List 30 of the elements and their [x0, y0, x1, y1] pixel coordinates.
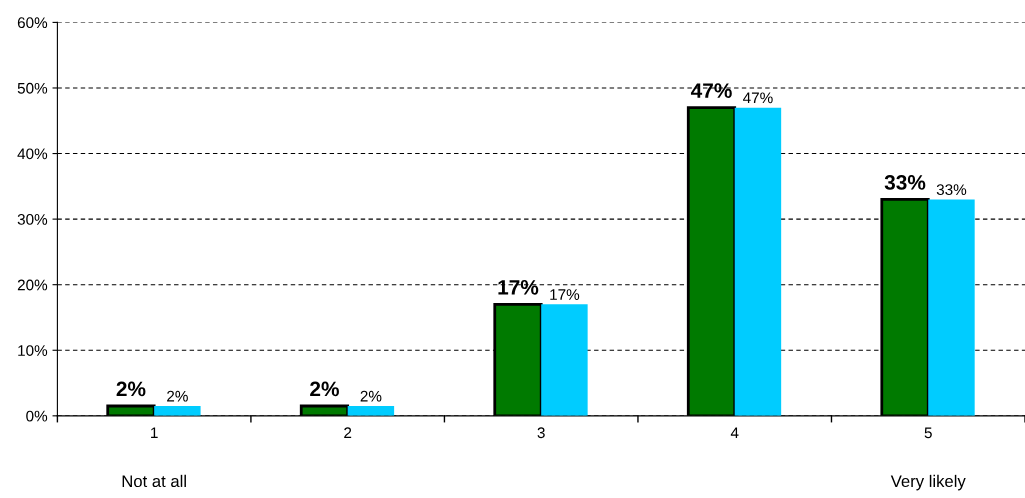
data-label: 2% — [310, 381, 339, 397]
bar — [541, 304, 588, 416]
text: Very likely — [890, 474, 966, 491]
data-label: 17% — [550, 289, 580, 300]
data-label: 33% — [884, 175, 926, 190]
x-tick-label: 1 — [151, 427, 158, 439]
y-tick-label: 10% — [18, 345, 48, 356]
y-tick-label: 30% — [17, 213, 48, 225]
x-tick-label: 2 — [344, 427, 352, 439]
data-label: 2% — [116, 381, 146, 397]
y-tick-label: 20% — [17, 279, 48, 291]
y-tick-label: 50% — [17, 82, 48, 94]
x-tick-label: 5 — [924, 427, 932, 439]
data-label: 2% — [360, 390, 382, 402]
bar — [154, 405, 201, 416]
data-label: 2% — [167, 390, 188, 402]
data-label: 47% — [743, 92, 773, 104]
bar — [928, 199, 975, 416]
data-label: 47% — [690, 83, 732, 98]
x-tick-label: 3 — [537, 427, 545, 439]
x-tick-label: 4 — [730, 427, 739, 439]
data-label: 17% — [498, 279, 539, 295]
bar — [734, 107, 782, 416]
text: Not at all — [122, 474, 186, 488]
y-tick-label: 60% — [17, 17, 48, 29]
bar — [347, 405, 395, 416]
y-tick-label: 0% — [26, 410, 48, 422]
y-tick-label: 40% — [17, 148, 48, 160]
data-label: 33% — [936, 184, 967, 196]
bar — [880, 198, 930, 416]
